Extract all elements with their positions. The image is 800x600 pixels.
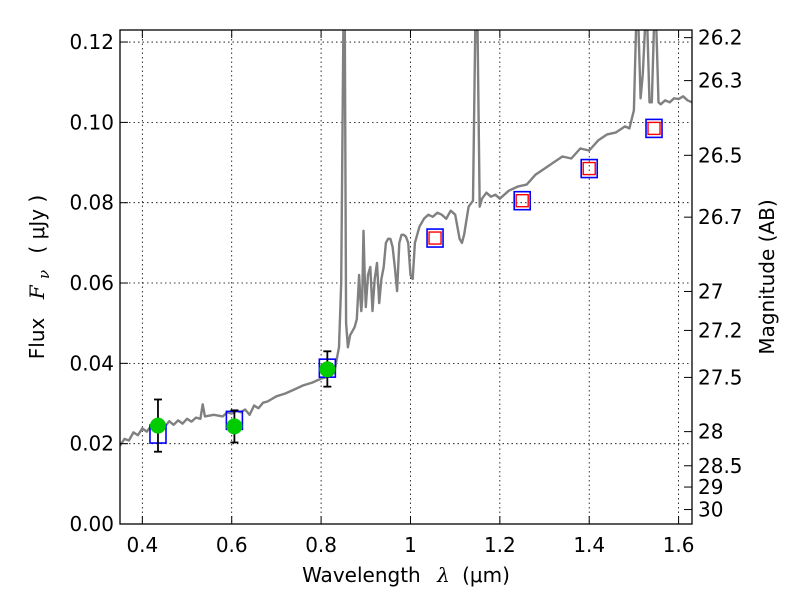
y2-tick-label: 27.5 — [698, 365, 743, 389]
model-photometry-point — [645, 118, 663, 139]
y2-tick-label: 26.3 — [698, 69, 743, 93]
y-axis-label-subscript: ν — [35, 270, 53, 279]
axis-ticks: 0.4 0.6 0.8 1 1.2 1.4 1.6 0.00 0.02 0.04 0.06 0.08 0… — [69, 26, 742, 557]
y2-tick-label: 27.2 — [698, 318, 743, 342]
y-tick-label: 0.10 — [69, 110, 114, 134]
spectrum-layer — [120, 30, 692, 447]
y2-tick-label: 27 — [698, 279, 723, 303]
y-axis-label: Flux F ν ( μJy ) — [25, 195, 54, 359]
observed-photometry-point — [226, 418, 243, 435]
spectrum-line — [120, 30, 692, 447]
upper-limit-point — [428, 231, 442, 245]
model-photometry-point — [426, 228, 444, 248]
x-tick-label: 1.2 — [484, 533, 516, 557]
y-tick-label: 0.04 — [69, 351, 114, 375]
x-axis-label-symbol: λ — [436, 563, 450, 587]
y2-tick-label: 30 — [698, 498, 723, 522]
x-tick-label: 1 — [404, 533, 417, 557]
y-axis-label-prefix: Flux — [25, 317, 49, 359]
x-tick-label: 0.6 — [216, 533, 248, 557]
y-tick-label: 0.06 — [69, 271, 114, 295]
x-tick-label: 0.8 — [305, 533, 337, 557]
upper-limit-point — [647, 121, 661, 136]
y-tick-label: 0.00 — [69, 512, 114, 536]
x-axis-label-unit: (μm) — [462, 563, 510, 587]
y-tick-label: 0.02 — [69, 432, 114, 456]
markers-layer — [149, 118, 663, 453]
x-tick-label: 1.6 — [663, 533, 695, 557]
y-axis-label-unit: ( μJy ) — [25, 195, 49, 254]
y-tick-label: 0.12 — [69, 30, 114, 54]
y2-tick-label: 26.7 — [698, 205, 743, 229]
x-tick-label: 1.4 — [573, 533, 605, 557]
x-axis-label-prefix: Wavelength — [302, 563, 421, 587]
y2-tick-label: 28.5 — [698, 454, 743, 478]
x-axis-label: Wavelength λ (μm) — [302, 563, 510, 587]
y2-tick-label: 26.2 — [698, 26, 743, 50]
y2-tick-label: 28 — [698, 420, 723, 444]
y-axis-label-symbol: F — [25, 284, 49, 300]
plot-frame — [119, 29, 693, 525]
grid-lines — [120, 30, 692, 525]
y-tick-label: 0.08 — [69, 191, 114, 215]
x-tick-label: 0.4 — [126, 533, 158, 557]
observed-photometry-point — [149, 417, 166, 434]
upper-limit-point — [515, 193, 529, 208]
upper-limit-point — [582, 161, 596, 176]
y2-tick-label: 26.5 — [698, 143, 743, 167]
y2-axis-label: Magnitude (AB) — [755, 199, 779, 354]
y2-tick-label: 29 — [698, 475, 723, 499]
observed-photometry-point — [319, 361, 336, 378]
model-photometry-point — [580, 158, 599, 179]
model-photometry-point — [513, 190, 531, 211]
